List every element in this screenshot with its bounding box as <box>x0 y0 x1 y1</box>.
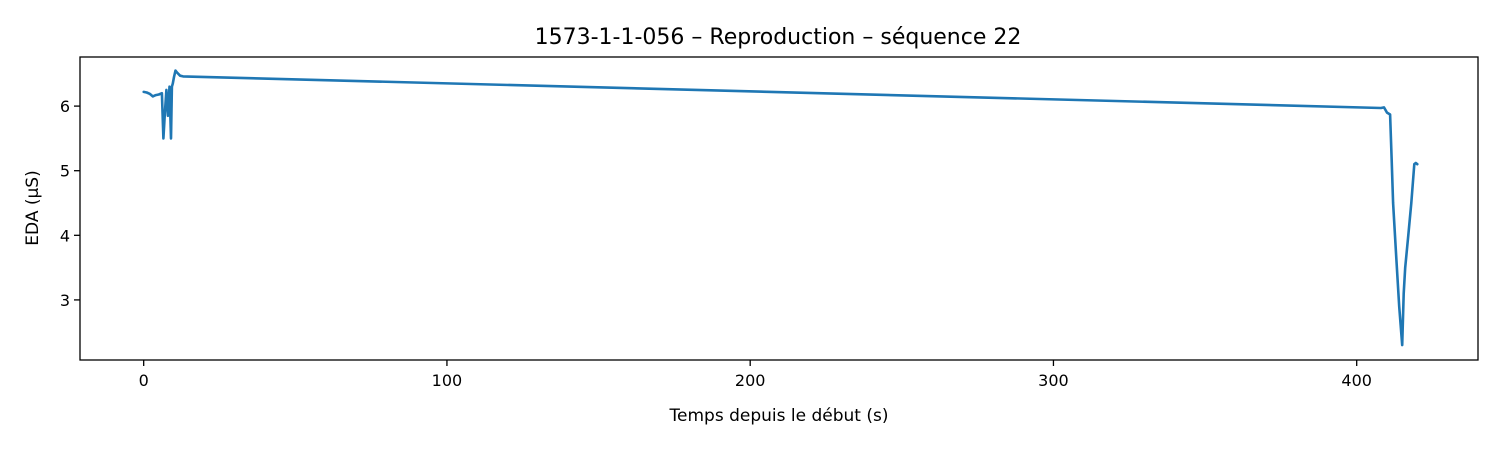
y-tick-label: 5 <box>60 162 70 181</box>
y-axis-label: EDA (µS) <box>23 170 43 245</box>
x-tick-label: 200 <box>735 371 766 390</box>
chart-title: 1573-1-1-056 – Reproduction – séquence 2… <box>535 25 1022 50</box>
y-tick-label: 3 <box>60 291 70 310</box>
x-tick-label: 300 <box>1038 371 1069 390</box>
series-line-1 <box>142 69 1419 347</box>
x-tick-label: 0 <box>139 371 149 390</box>
x-tick-label: 100 <box>432 371 463 390</box>
x-axis-label: Temps depuis le début (s) <box>669 406 889 426</box>
y-axis: 3 4 5 6 <box>60 97 80 310</box>
plot-frame <box>79 56 1479 361</box>
y-tick-label: 4 <box>60 226 70 245</box>
x-axis: 0 100 200 300 400 <box>139 360 1372 390</box>
x-tick-label: 400 <box>1341 371 1372 390</box>
plot-area <box>142 69 1419 347</box>
y-tick-label: 6 <box>60 97 70 116</box>
